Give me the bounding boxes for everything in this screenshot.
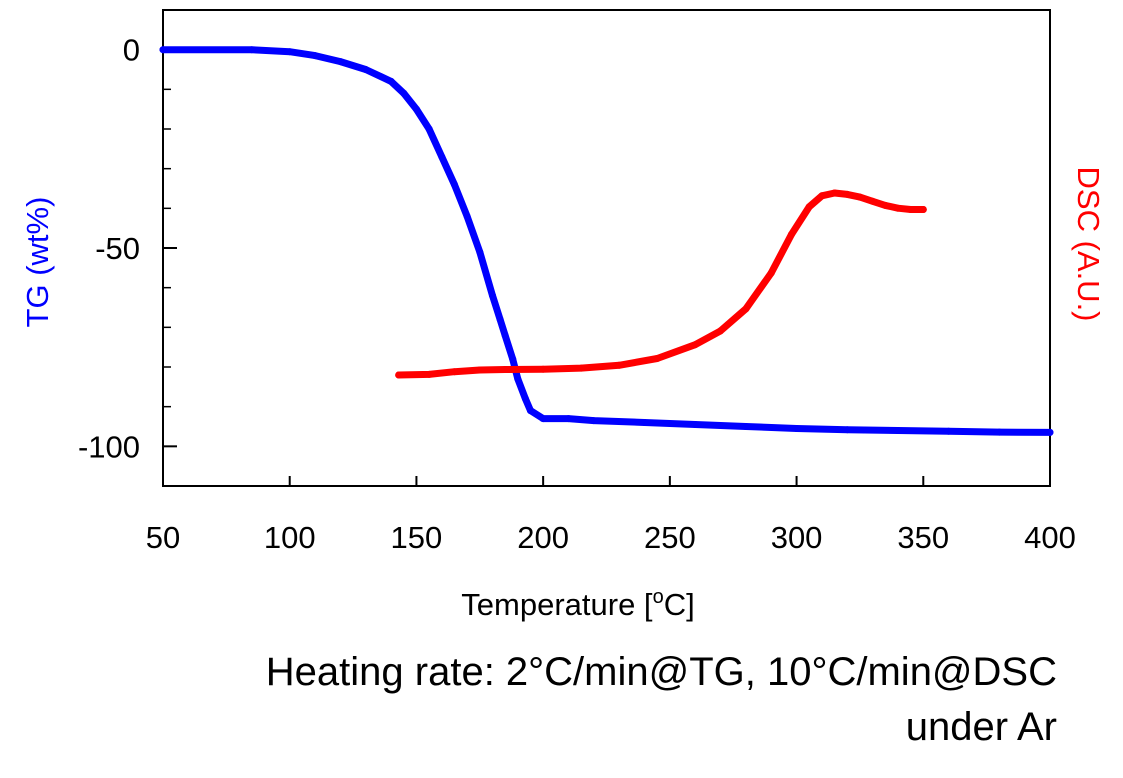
tg-data-point [248, 46, 256, 54]
tg-data-point [945, 427, 953, 435]
y-axis-left-title: TG (wt%) [20, 197, 55, 328]
tg-data-point [489, 292, 496, 300]
tg-data-point [412, 105, 420, 113]
y-axis-right-title: DSC (A.U.) [1071, 167, 1106, 322]
tg-data-point [521, 395, 529, 403]
x-tick-label: 50 [146, 520, 180, 555]
x-axis-title: Temperature [oC] [461, 586, 694, 622]
tg-data-point [336, 58, 344, 66]
y-axis-left-ticks: 0 -50 -100 [78, 9, 177, 487]
x-tick-label: 300 [771, 520, 823, 555]
x-axis-ticks: 50 100 150 200 250 300 350 400 [146, 476, 1076, 555]
dsc-data-point [894, 204, 902, 212]
tg-data-point [476, 248, 484, 256]
x-axis-title-superscript: o [653, 586, 664, 608]
dsc-data-point [691, 341, 699, 349]
tg-data-point [450, 181, 458, 188]
caption-line-2: under Ar [905, 705, 1057, 749]
tg-data-point [509, 355, 517, 363]
dsc-data-point [395, 371, 403, 379]
dsc-data-point [869, 197, 877, 205]
tg-data-point [590, 417, 598, 425]
dsc-data-point [653, 355, 661, 362]
dsc-data-point [476, 366, 484, 374]
dsc-data-point [742, 305, 750, 313]
tg-data-point [742, 423, 750, 430]
tg-data-point [496, 315, 504, 323]
tg-data-point [425, 125, 433, 133]
plot-frame [162, 9, 1051, 487]
x-tick-label: 400 [1024, 520, 1076, 555]
tg-data-point [1046, 428, 1054, 436]
tg-data-point [286, 48, 294, 56]
dsc-data-point [450, 368, 458, 376]
tg-data-point [691, 421, 699, 428]
tg-data-point [387, 77, 395, 85]
x-tick-label: 200 [517, 520, 569, 555]
tg-data-point [362, 66, 370, 73]
dsc-data-point [856, 193, 864, 201]
dsc-data-point [717, 327, 724, 335]
dsc-data-point [831, 189, 839, 197]
tg-data-point [400, 89, 408, 97]
tg-data-point [159, 46, 167, 54]
x-tick-label: 150 [391, 520, 443, 555]
tg-data-point [311, 52, 319, 60]
dsc-data-point [615, 361, 623, 369]
tg-data-point [501, 331, 509, 339]
dsc-data-point [577, 364, 585, 372]
tg-data-point [438, 153, 446, 161]
tg-data-point [995, 428, 1003, 436]
tg-data-point [527, 407, 534, 415]
dsc-data-point [805, 203, 813, 211]
dsc-data-point [907, 206, 915, 213]
x-tick-label: 100 [264, 520, 316, 555]
dsc-data-point [843, 190, 851, 198]
x-tick-label: 250 [644, 520, 696, 555]
y-tick-label: -50 [95, 231, 140, 266]
dsc-data-point [881, 201, 889, 209]
tg-data-point [514, 375, 522, 383]
tg-data-point [793, 425, 801, 432]
dsc-series-line [395, 189, 927, 379]
tg-series-line [159, 46, 1054, 436]
tg-dsc-chart: 50 100 150 200 250 300 350 400 0 -50 -100 Tempera… [20, 9, 1106, 622]
tg-data-point [539, 415, 547, 423]
x-tick-label: 350 [897, 520, 949, 555]
tg-data-point [641, 419, 648, 426]
dsc-data-point [425, 370, 433, 378]
y-tick-label: -100 [78, 429, 140, 464]
tg-data-point [843, 426, 851, 434]
x-axis-title-end: C] [664, 587, 695, 622]
y-tick-label: 0 [123, 33, 140, 68]
dsc-data-point [501, 366, 509, 373]
dsc-data-point [919, 206, 927, 213]
tg-data-point [565, 415, 572, 423]
dsc-data-point [818, 192, 826, 200]
dsc-data-point [788, 230, 795, 238]
caption-line-1: Heating rate: 2°C/min@TG, 10°C/min@DSC [265, 650, 1057, 694]
tg-data-point [463, 212, 471, 220]
series-layer [159, 46, 1054, 436]
dsc-data-point [767, 269, 775, 277]
tg-data-point [894, 427, 902, 434]
dsc-data-point [539, 365, 547, 373]
